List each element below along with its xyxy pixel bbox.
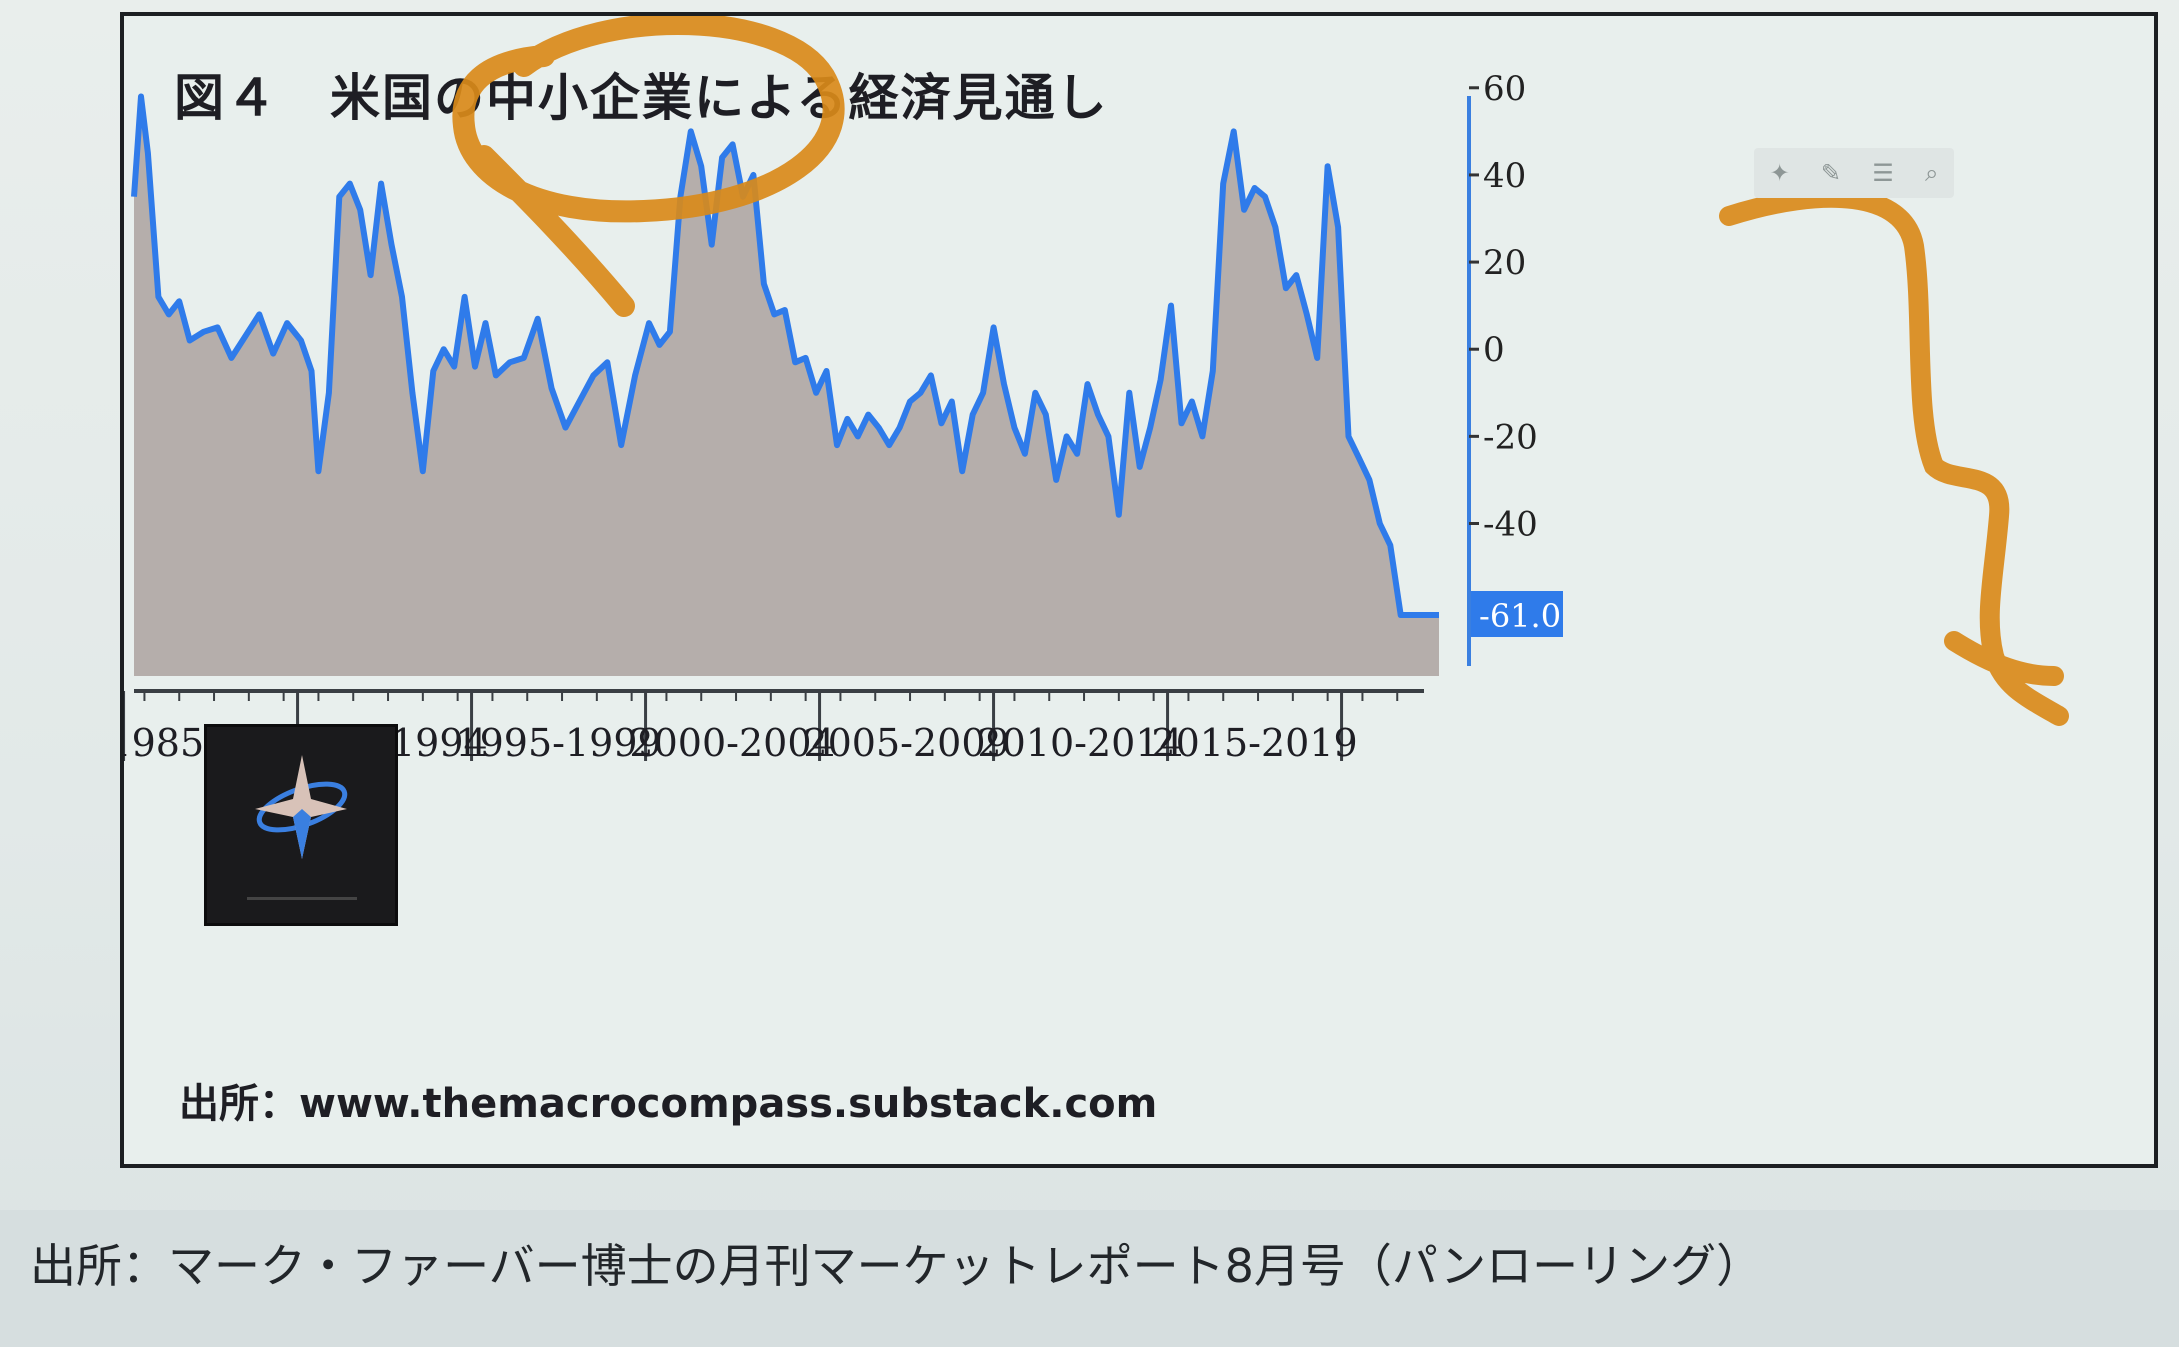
pencil-icon[interactable]: ✎ bbox=[1820, 159, 1842, 187]
bottom-band bbox=[0, 1210, 2179, 1347]
figure-title: 図４ 米国の中小企業による経済見通し bbox=[174, 69, 1109, 127]
x-period-label: 1995-1999 bbox=[455, 721, 661, 765]
x-period-label: 2015-2019 bbox=[1151, 721, 1357, 765]
x-period-label: 2010-2014 bbox=[977, 721, 1183, 765]
list-icon[interactable]: ☰ bbox=[1872, 159, 1894, 187]
y-tick-label: 0 bbox=[1483, 330, 1505, 370]
pin-icon[interactable]: ✦ bbox=[1769, 159, 1790, 187]
plot-area: 6040200-20-40-61.01985-19891990-19941995… bbox=[124, 69, 1563, 765]
annotation-arrow bbox=[1719, 187, 2069, 726]
y-tick-label: 60 bbox=[1483, 69, 1526, 109]
x-period-label: 2005-2009 bbox=[803, 721, 1009, 765]
y-tick-label: -40 bbox=[1483, 505, 1538, 545]
y-tick-label: 20 bbox=[1483, 243, 1526, 283]
series-line bbox=[131, 93, 1439, 618]
figure-source: 出所：www.themacrocompass.substack.com bbox=[179, 1081, 1158, 1127]
x-period-label: 2000-2004 bbox=[629, 721, 835, 765]
star-logo-icon bbox=[247, 755, 357, 900]
chart-toolbar[interactable]: ✦ ✎ ☰ ⌕ bbox=[1754, 148, 1954, 198]
slide-source: 出所：マーク・ファーバー博士の月刊マーケットレポート8月号（パンローリング） bbox=[30, 1239, 1763, 1293]
hand-drawn-annotations bbox=[452, 16, 2069, 726]
series-area bbox=[134, 96, 1439, 676]
y-tick-label: 40 bbox=[1483, 156, 1526, 196]
last-value-badge bbox=[1471, 591, 1563, 637]
last-value-label: -61.0 bbox=[1479, 597, 1561, 635]
y-tick-label: -20 bbox=[1483, 417, 1538, 457]
logo bbox=[204, 724, 398, 926]
magnifier-icon[interactable]: ⌕ bbox=[1924, 159, 1939, 187]
annotation-circle bbox=[452, 16, 845, 317]
figure-panel: 図４ 米国の中小企業による経済見通し 6040200-20-40-61.0198… bbox=[120, 12, 2158, 1168]
